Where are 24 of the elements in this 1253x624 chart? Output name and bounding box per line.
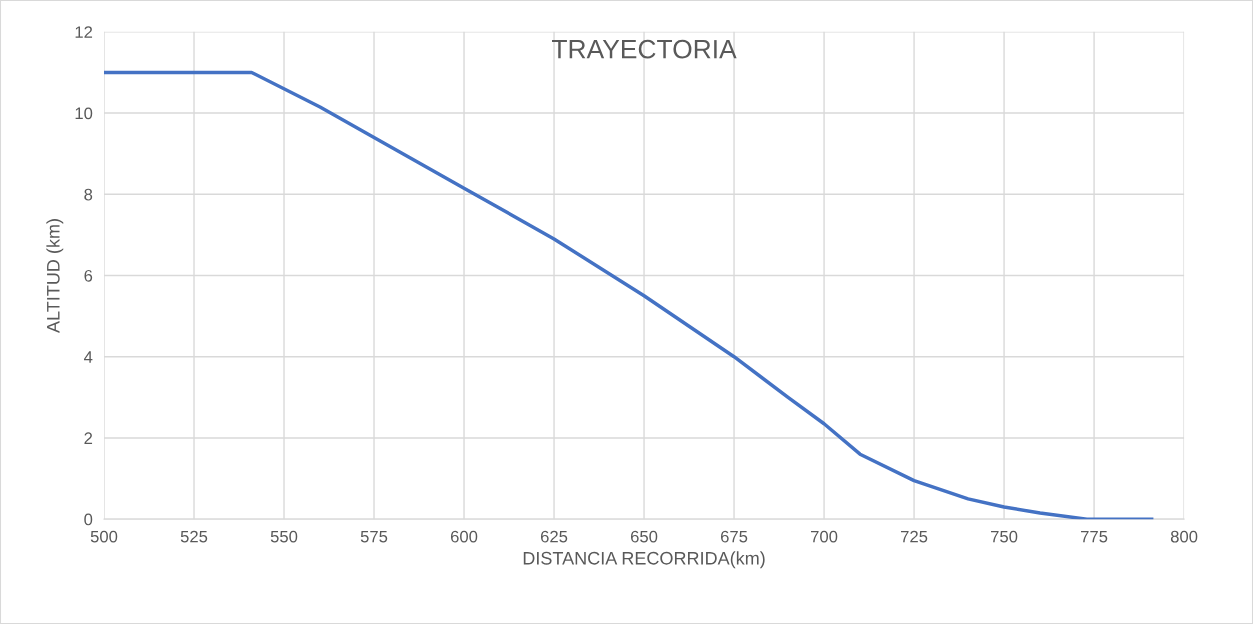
x-tick-label: 575 <box>360 530 388 543</box>
x-tick-label: 650 <box>630 530 658 543</box>
y-tick-label: 12 <box>75 26 93 38</box>
x-tick-label: 700 <box>811 530 838 543</box>
x-axis-title: DISTANCIA RECORRIDA(km) <box>523 551 765 569</box>
x-tick-label: 600 <box>450 530 478 543</box>
y-tick-label: 6 <box>84 269 93 282</box>
y-axis-title: ALTITUD (km) <box>46 219 64 333</box>
x-tick-label: 800 <box>1170 530 1198 543</box>
y-tick-label: 8 <box>84 188 93 201</box>
x-tick-label: 625 <box>540 530 568 543</box>
x-tick-label: 525 <box>180 530 208 543</box>
y-tick-label: 2 <box>84 432 93 444</box>
x-tick-label: 750 <box>991 530 1018 543</box>
y-tick-label: 10 <box>75 107 93 120</box>
x-tick-label: 675 <box>720 530 748 543</box>
x-tick-label: 550 <box>270 530 298 543</box>
x-tick-label: 500 <box>90 530 118 543</box>
line-series <box>104 70 1154 520</box>
x-tick-label: 775 <box>1081 530 1108 543</box>
y-tick-label: 4 <box>84 351 93 363</box>
chart-title: TRAYECTORIA <box>552 39 737 59</box>
x-tick-label: 725 <box>901 530 928 543</box>
y-tick-label: 0 <box>84 513 93 526</box>
